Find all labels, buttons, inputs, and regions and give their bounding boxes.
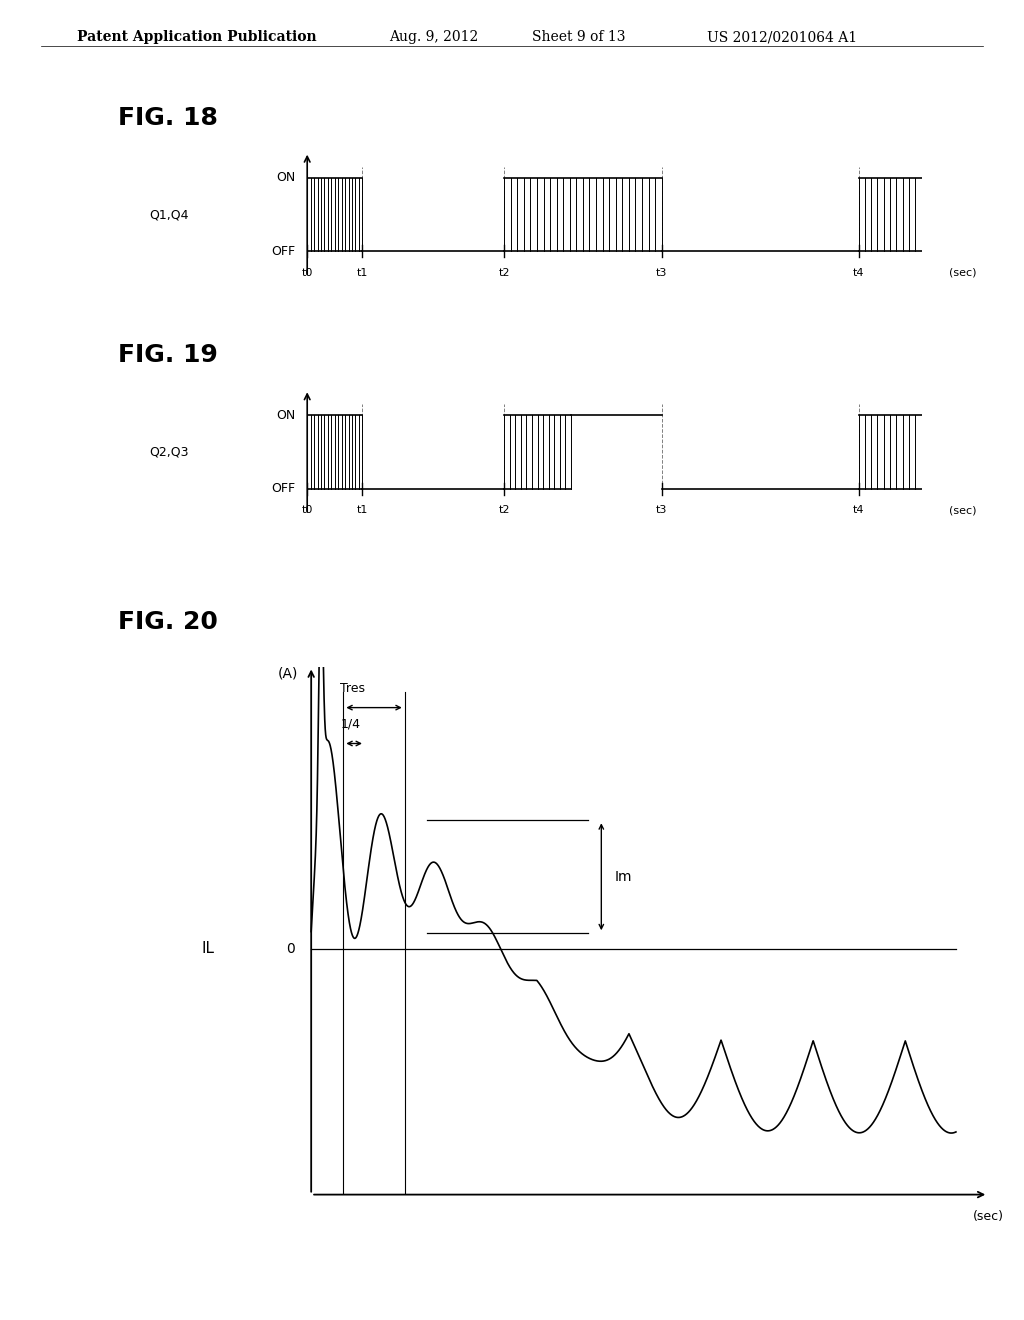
Text: Sheet 9 of 13: Sheet 9 of 13 [532,30,626,45]
Text: t3: t3 [656,268,668,277]
Text: (A): (A) [278,667,298,681]
Text: t1: t1 [356,268,368,277]
Text: t4: t4 [853,268,864,277]
Text: US 2012/0201064 A1: US 2012/0201064 A1 [707,30,857,45]
Text: t1: t1 [356,506,368,515]
Text: t2: t2 [499,268,510,277]
Text: Q2,Q3: Q2,Q3 [150,446,189,458]
Text: OFF: OFF [271,246,295,257]
Text: Aug. 9, 2012: Aug. 9, 2012 [389,30,478,45]
Text: Q1,Q4: Q1,Q4 [150,209,189,220]
Text: FIG. 19: FIG. 19 [118,343,218,367]
Text: IL: IL [202,941,214,956]
Text: 1/4: 1/4 [340,718,360,731]
Text: OFF: OFF [271,483,295,495]
Text: (sec): (sec) [973,1210,1004,1222]
Text: FIG. 20: FIG. 20 [118,610,218,634]
Text: ON: ON [276,172,295,183]
Text: (sec): (sec) [949,506,977,515]
Text: t3: t3 [656,506,668,515]
Text: Im: Im [614,870,632,884]
Text: 0: 0 [287,941,295,956]
Text: ON: ON [276,409,295,421]
Text: t4: t4 [853,506,864,515]
Text: t0: t0 [301,506,313,515]
Text: Tres: Tres [340,682,366,694]
Text: t2: t2 [499,506,510,515]
Text: FIG. 18: FIG. 18 [118,106,218,129]
Text: t0: t0 [301,268,313,277]
Text: Patent Application Publication: Patent Application Publication [77,30,316,45]
Text: (sec): (sec) [949,268,977,277]
